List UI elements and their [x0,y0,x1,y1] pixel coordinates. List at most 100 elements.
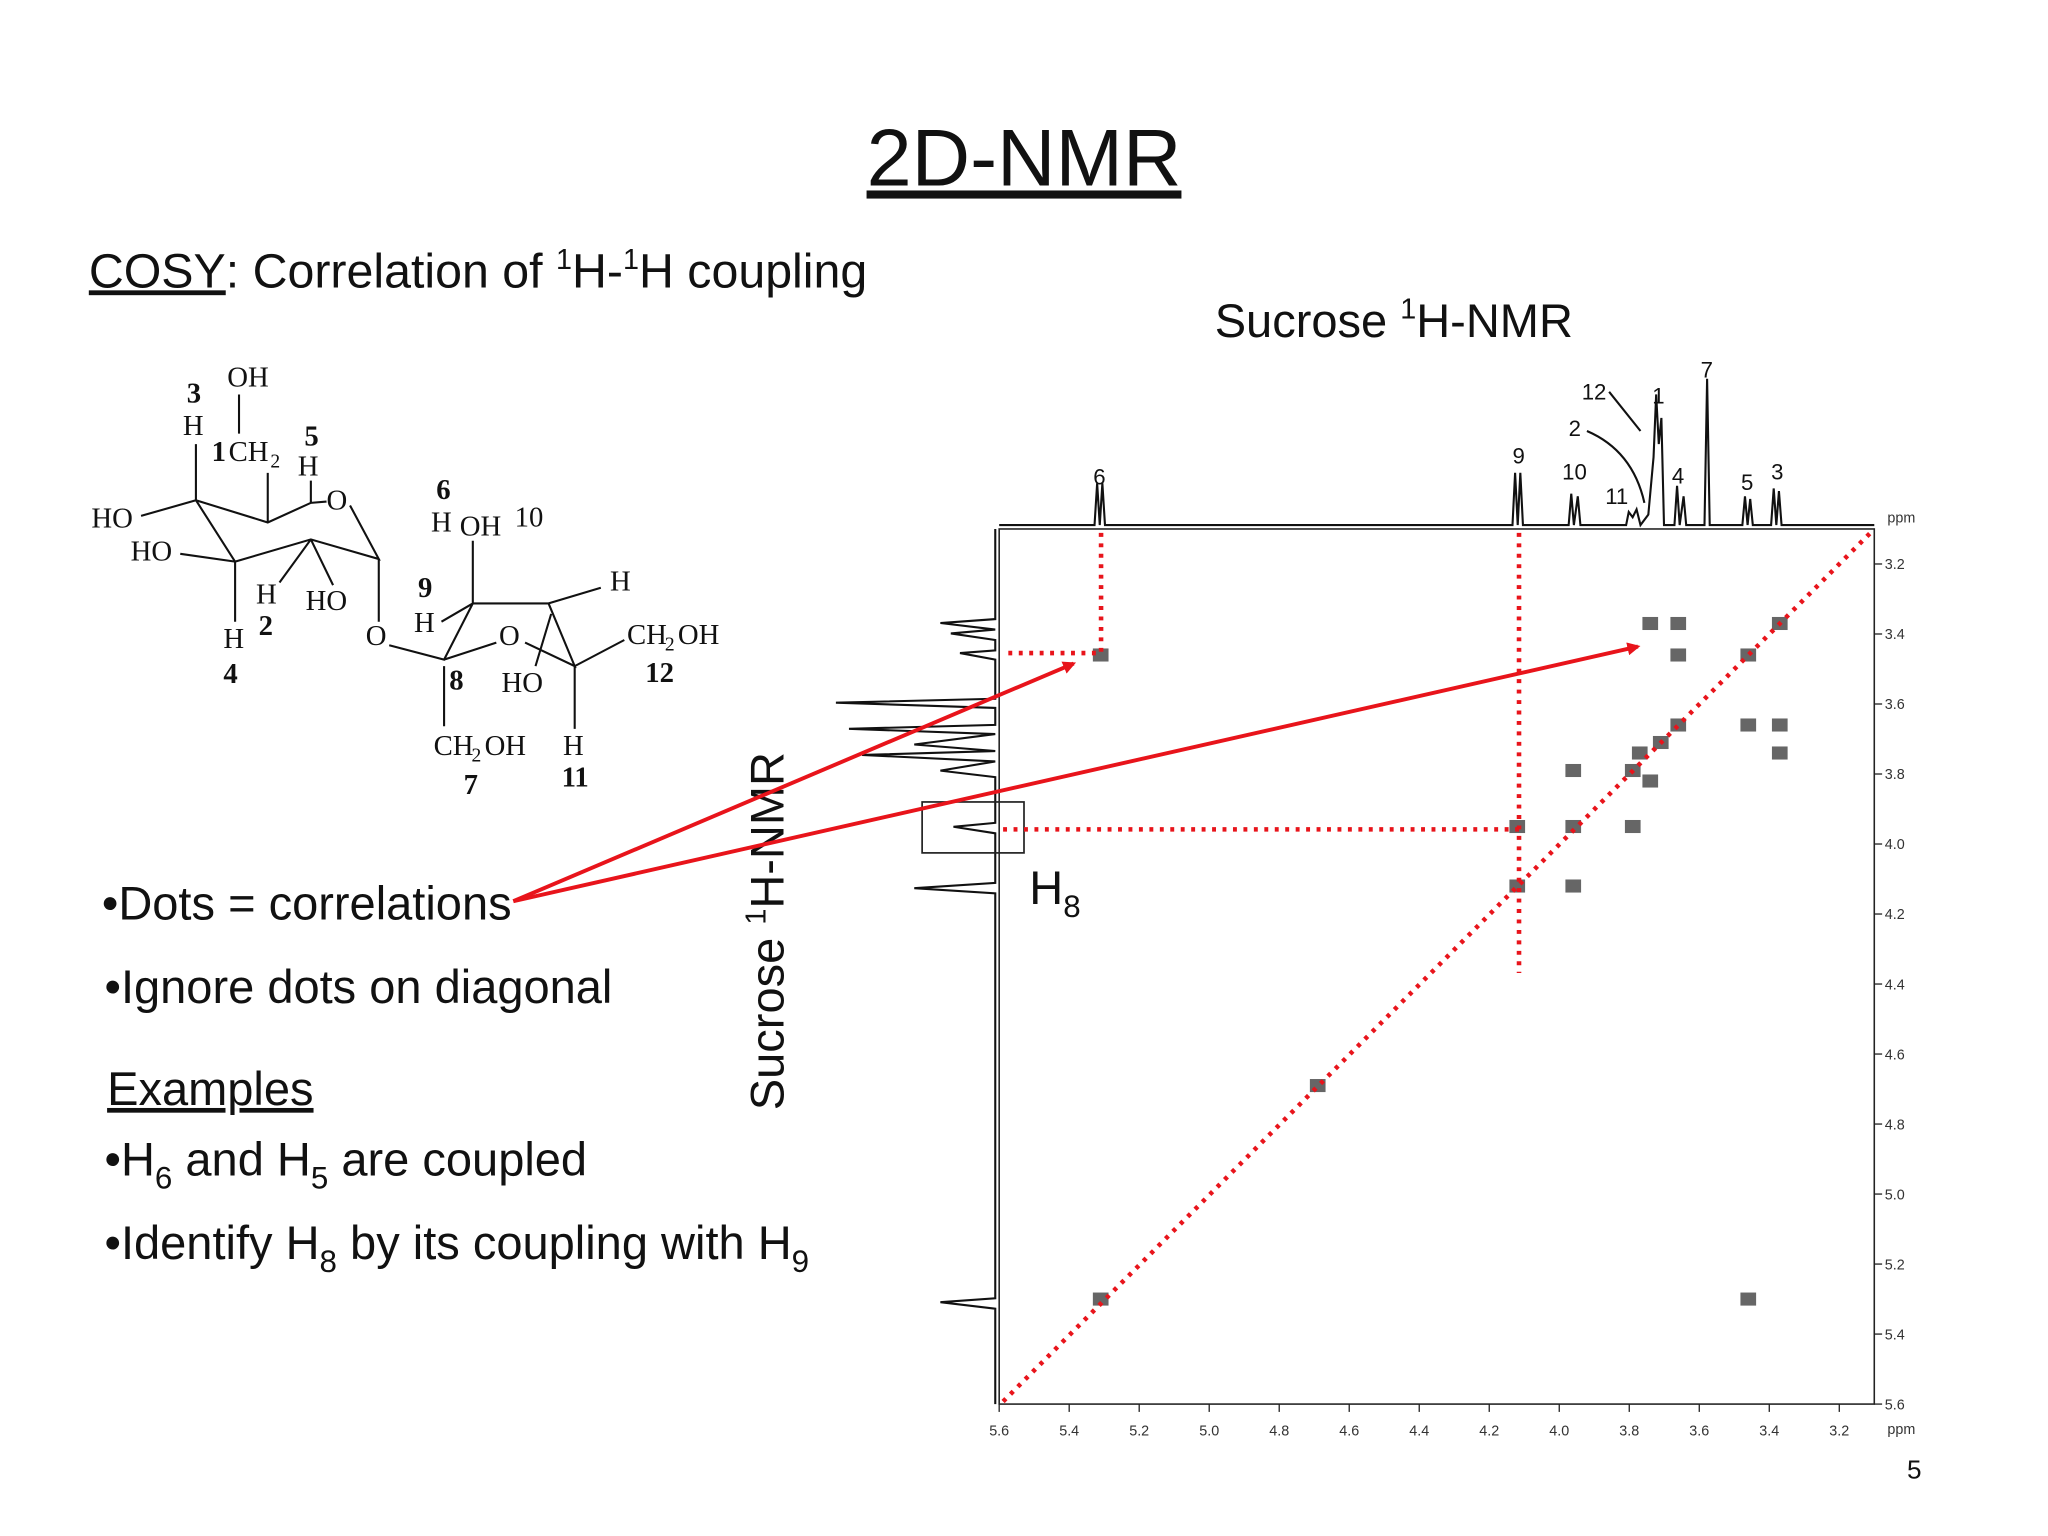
y-tick-label: 5.0 [1885,1187,1905,1203]
cross-peak [1740,1292,1757,1306]
x-tick-label: 3.6 [1689,1423,1709,1439]
side-label: Sucrose 1H-NMR [740,752,793,1110]
y-tick-label: 4.0 [1885,837,1905,853]
number: 7 [464,769,478,801]
side-trace [835,528,997,1405]
text: H-NMR [1416,294,1573,347]
cross-peak [1565,879,1582,893]
x-tick-label: 5.0 [1199,1423,1219,1439]
x-tick-label: 3.4 [1759,1423,1779,1439]
atom: CH [434,730,474,762]
peak-label: 3 [1771,459,1783,484]
atom: HO [502,667,543,699]
arrow [512,642,1641,904]
cross-peak [1740,648,1757,662]
atom: OH [460,511,501,543]
x-tick-label: 5.4 [1059,1423,1079,1439]
y-tick-label: 5.2 [1885,1257,1905,1273]
peak-label: 12 [1582,380,1607,405]
unit: ppm [1887,1422,1915,1438]
sub: 6 [155,1161,172,1196]
atom: H [563,730,584,762]
number: 12 [645,657,674,689]
y-tick-label: 4.8 [1885,1117,1905,1133]
peak-label: 2 [1569,416,1581,441]
atom: OH [485,730,526,762]
slide-number: 5 [1907,1455,1922,1485]
x-tick-label: 4.4 [1409,1423,1429,1439]
cross-peak [1740,718,1757,732]
sup: 1 [556,244,572,276]
guide-lines [1001,529,1874,1404]
y-tick-label: 5.6 [1885,1397,1905,1413]
atom: H [414,607,435,639]
text: are coupled [328,1133,587,1186]
text: H-NMR [741,752,794,909]
number: 10 [515,501,544,533]
box-label: H8 [1029,861,1080,924]
cross-peak [1642,616,1659,631]
sub: 2 [665,634,675,655]
atom: H [256,578,277,610]
atom: OH [678,619,719,651]
y-tick-label: 5.4 [1885,1327,1905,1343]
subtitle: COSY: Correlation of 1H-1H coupling [89,244,867,298]
plot-frame [998,528,1876,1405]
x-tick-label: 4.2 [1479,1423,1499,1439]
example: •H6 and H5 are coupled [104,1133,587,1196]
atom: H [431,507,452,539]
x-tick-label: 4.0 [1549,1423,1569,1439]
examples-heading: Examples [107,1062,313,1115]
x-tick-label: 4.6 [1339,1423,1359,1439]
text: Sucrose [1215,294,1401,347]
sub: 9 [792,1244,809,1279]
x-tick-label: 3.2 [1829,1423,1849,1439]
top-trace [999,378,1875,528]
cross-peak [1565,763,1582,778]
y-tick-label: 4.2 [1885,907,1905,923]
atom: O [366,620,387,652]
text: •H [104,1133,154,1186]
atom: HO [91,503,132,535]
sub: 2 [472,745,482,766]
atom: CH [627,619,667,651]
bullet: •Dots = correlations [102,877,512,930]
atom: OH [227,362,268,394]
y-tick-label: 3.2 [1885,557,1905,573]
atom: HO [131,535,172,567]
sub: 8 [1063,889,1080,924]
text: •Identify H [104,1216,319,1269]
cross-peak [1771,718,1788,732]
cross-peak [1624,819,1641,834]
number: 5 [304,420,318,452]
cross-peak [1092,1292,1109,1306]
peak-label: 10 [1562,459,1587,484]
y-tick-label: 3.4 [1885,627,1905,643]
peak-label: 7 [1701,357,1713,382]
cross-peak [1092,648,1109,662]
plot: 5.6 5.4 5.2 5.0 4.8 4.6 4.4 4.2 4.0 3.8 3.6 3.4 3.2 3… [989,557,1905,1439]
text: •Ignore dots on diagonal [104,960,612,1013]
peak-labels: 6 9 10 11 12 1 2 4 7 5 3 [1093,357,1783,509]
peak-label: 9 [1512,444,1524,469]
text: H- [572,244,623,298]
text: H coupling [639,244,867,298]
peak-label: 1 [1652,384,1664,409]
atom: H [298,450,319,482]
peak-label: 5 [1741,470,1753,495]
atom: H [610,565,631,597]
number: 2 [259,610,273,642]
number: 6 [436,474,450,506]
text: Sucrose [741,925,794,1111]
sub: 5 [311,1161,328,1196]
text: by its coupling with H [337,1216,792,1269]
text: •Dots = correlations [102,877,512,930]
y-tick-label: 4.6 [1885,1047,1905,1063]
atom: CH [229,436,269,468]
cross-peak [1771,746,1788,760]
atom: HO [306,585,347,617]
x-tick-label: 3.8 [1619,1423,1639,1439]
example: •Identify H8 by its coupling with H9 [104,1216,809,1279]
